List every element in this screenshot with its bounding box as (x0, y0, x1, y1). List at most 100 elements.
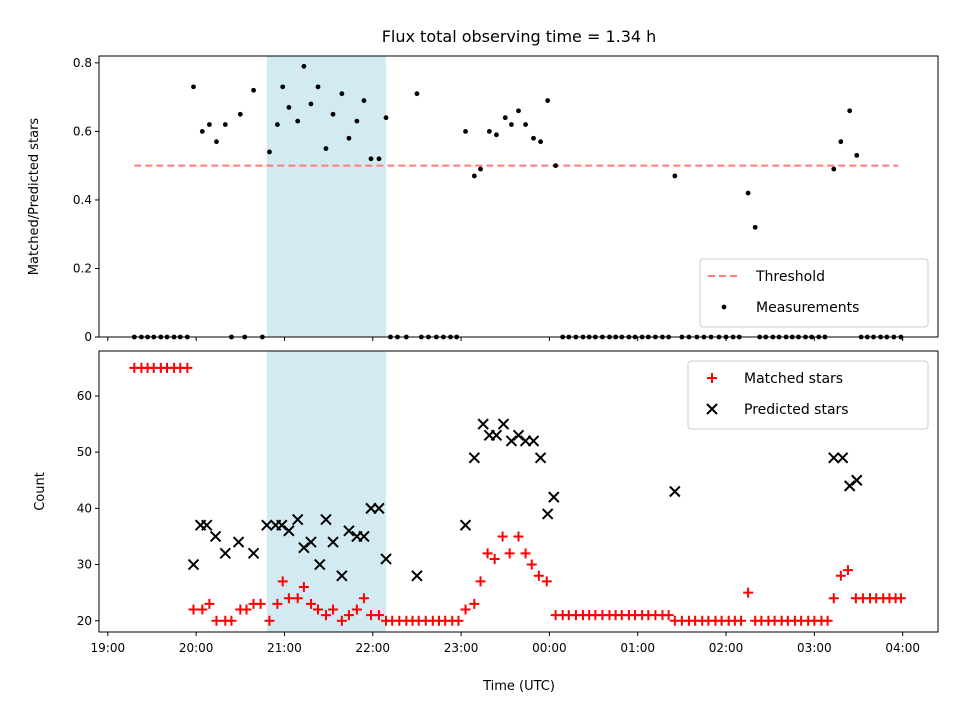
predicted-point (305, 536, 317, 548)
predicted-point (298, 541, 310, 554)
predicted-point (497, 418, 510, 430)
measurement-point (315, 84, 321, 90)
measurement-point (368, 156, 374, 162)
matched-point (373, 610, 384, 621)
measurement-point (523, 122, 528, 127)
matched-point (328, 604, 339, 615)
measurement-point (274, 122, 280, 127)
matched-point (482, 548, 493, 559)
predicted-point (548, 491, 560, 503)
predicted-point (505, 435, 518, 447)
matched-point (895, 593, 906, 604)
matched-point (255, 598, 266, 609)
matched-point (520, 548, 531, 559)
matched-point (828, 593, 839, 604)
measurement-point (838, 139, 844, 145)
predicted-point (468, 452, 481, 464)
legend-marker (706, 403, 718, 415)
measurement-point (854, 152, 860, 158)
matched-point (283, 593, 294, 604)
matched-point (204, 598, 215, 609)
matched-point (736, 615, 747, 626)
matched-point (497, 531, 508, 542)
matched-point (822, 615, 833, 626)
matched-point (358, 593, 369, 604)
legend-box (699, 258, 929, 328)
measurement-point (831, 166, 837, 172)
predicted-point (343, 525, 355, 537)
predicted-point (232, 536, 245, 548)
measurement-point (301, 63, 307, 69)
measurement-point (509, 122, 514, 127)
x-tick-label: 03:00 (797, 641, 832, 655)
matched-point (504, 548, 515, 559)
predicted-point (512, 429, 525, 442)
measurement-point (308, 101, 314, 107)
matched-point (469, 598, 480, 609)
matched-point (460, 604, 471, 615)
matched-point (292, 593, 303, 604)
matched-point (182, 362, 193, 373)
measurement-point (383, 115, 389, 121)
measurement-point (323, 146, 329, 151)
measurement-point (361, 98, 367, 103)
predicted-point (373, 502, 385, 515)
matched-point (513, 531, 524, 542)
legend-label: Matched stars (744, 371, 843, 387)
x-tick-label: 21:00 (267, 641, 302, 655)
predicted-point (261, 519, 273, 531)
highlight-span (266, 56, 387, 337)
matched-point (197, 604, 208, 615)
x-tick-label: 01:00 (620, 641, 655, 655)
measurement-point (222, 122, 228, 127)
matched-point (489, 553, 500, 564)
measurement-point (330, 111, 336, 117)
legend: Matched stars Predicted stars (687, 360, 929, 430)
matched-point (351, 604, 362, 615)
y-tick-label: 0 (84, 330, 92, 344)
matched-point (264, 615, 275, 626)
measurement-point (486, 128, 492, 134)
measurement-point (286, 105, 292, 110)
measurement-point (376, 156, 382, 162)
ratio-panel: 0 0.2 0.4 0.6 0.8 Matched/Predicted stars Thre… (27, 55, 939, 344)
predicted-point (541, 508, 554, 520)
y-tick-label: 20 (77, 614, 92, 628)
predicted-point (336, 570, 348, 582)
measurement-point (516, 108, 521, 114)
y-axis-label: Count (33, 472, 48, 511)
matched-point (541, 576, 552, 587)
measurement-point (752, 224, 758, 230)
matched-point (336, 615, 347, 626)
predicted-point (828, 452, 840, 464)
matched-point (526, 559, 537, 570)
measurement-point (251, 87, 256, 93)
measurement-point (478, 166, 483, 172)
predicted-point (459, 519, 472, 531)
legend-marker (707, 373, 717, 383)
measurement-point (206, 122, 212, 127)
measurement-point (538, 139, 543, 145)
measurement-point (847, 108, 853, 114)
y-tick-label: 60 (77, 389, 92, 403)
predicted-point (201, 519, 213, 531)
y-tick-label: 0.8 (73, 56, 92, 70)
measurement-point (531, 135, 536, 141)
matched-point (743, 587, 754, 598)
matched-point (277, 576, 288, 587)
measurement-point (346, 135, 352, 141)
x-tick-label: 22:00 (355, 641, 390, 655)
measurement-point (672, 173, 678, 179)
predicted-point (534, 452, 547, 464)
count-panel: 20 30 40 50 60 19:00 20:00 21:00 22:00 23:00 00:00… (33, 350, 939, 655)
predicted-point (669, 485, 681, 498)
x-tick-label: 04:00 (885, 641, 920, 655)
y-tick-label: 50 (77, 445, 92, 459)
measurement-point (553, 163, 558, 169)
predicted-point (187, 558, 200, 571)
predicted-point (209, 530, 222, 543)
measurement-point (414, 91, 420, 97)
predicted-point (314, 558, 326, 571)
matched-point (842, 565, 853, 576)
